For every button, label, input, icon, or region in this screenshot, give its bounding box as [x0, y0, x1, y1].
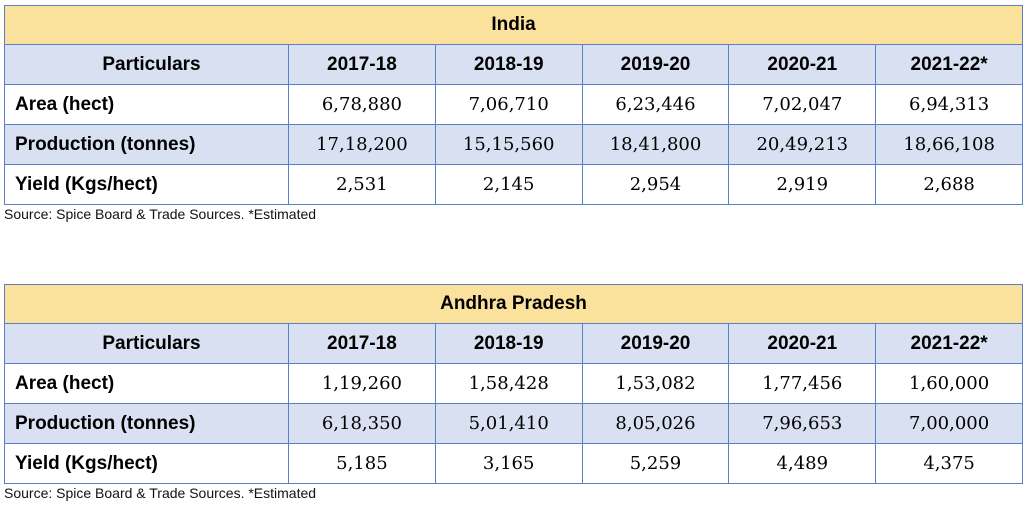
source-note: Source: Spice Board & Trade Sources. *Es…: [4, 206, 317, 222]
table-cell: 6,94,313: [875, 84, 1024, 125]
table-row: Yield (Kgs/hect) 5,185 3,165 5,259 4,489…: [4, 443, 1023, 484]
table-cell: 5,01,410: [434, 403, 583, 444]
table-cell: 1,19,260: [288, 363, 436, 404]
column-header: 2018-19: [434, 323, 583, 364]
table-cell: 5,185: [288, 443, 436, 484]
column-header: 2017-18: [288, 44, 436, 85]
table-row: Area (hect) 1,19,260 1,58,428 1,53,082 1…: [4, 363, 1023, 404]
row-label: Production (tonnes): [4, 403, 289, 444]
table-header-row: Particulars 2017-18 2018-19 2019-20 2020…: [4, 323, 1023, 364]
column-header: Particulars: [4, 44, 289, 85]
table-header-row: Particulars 2017-18 2018-19 2019-20 2020…: [4, 44, 1024, 85]
table-cell: 8,05,026: [581, 403, 730, 444]
column-header: 2018-19: [434, 44, 583, 85]
table-cell: 6,23,446: [581, 84, 730, 125]
column-header: 2020-21: [728, 323, 877, 364]
table-cell: 2,954: [581, 164, 730, 205]
table-row: Production (tonnes) 17,18,200 15,15,560 …: [4, 124, 1024, 165]
table-row: Production (tonnes) 6,18,350 5,01,410 8,…: [4, 403, 1023, 444]
table-title-row: India: [3, 5, 1024, 45]
table-cell: 2,531: [288, 164, 436, 205]
table-cell: 7,00,000: [875, 403, 1023, 444]
table-cell: 2,919: [728, 164, 877, 205]
column-header: 2019-20: [581, 323, 730, 364]
column-header: 2020-21: [728, 44, 877, 85]
table-row: Area (hect) 6,78,880 7,06,710 6,23,446 7…: [4, 84, 1024, 125]
source-note: Source: Spice Board & Trade Sources. *Es…: [4, 485, 317, 501]
row-label: Yield (Kgs/hect): [4, 443, 289, 484]
column-header: 2021-22*: [875, 44, 1024, 85]
table-cell: 1,77,456: [728, 363, 877, 404]
table-cell: 20,49,213: [728, 124, 877, 165]
table-cell: 7,96,653: [728, 403, 877, 444]
table-title: India: [3, 5, 1024, 45]
table-title: Andhra Pradesh: [4, 284, 1023, 324]
column-header: Particulars: [4, 323, 289, 364]
table-cell: 4,375: [875, 443, 1023, 484]
row-label: Production (tonnes): [4, 124, 289, 165]
table-cell: 6,78,880: [288, 84, 436, 125]
table-cell: 5,259: [581, 443, 730, 484]
andhra-pradesh-table: Andhra Pradesh Particulars 2017-18 2018-…: [4, 284, 1023, 484]
table-cell: 1,58,428: [434, 363, 583, 404]
table-row: Yield (Kgs/hect) 2,531 2,145 2,954 2,919…: [4, 164, 1024, 205]
table-cell: 2,145: [434, 164, 583, 205]
table-cell: 18,66,108: [875, 124, 1024, 165]
table-cell: 1,60,000: [875, 363, 1023, 404]
table-cell: 4,489: [728, 443, 877, 484]
table-cell: 2,688: [875, 164, 1024, 205]
table-cell: 7,02,047: [728, 84, 877, 125]
table-cell: 7,06,710: [434, 84, 583, 125]
row-label: Yield (Kgs/hect): [4, 164, 289, 205]
row-label: Area (hect): [4, 84, 289, 125]
table-cell: 1,53,082: [581, 363, 730, 404]
table-cell: 3,165: [434, 443, 583, 484]
table-cell: 17,18,200: [288, 124, 436, 165]
table-cell: 6,18,350: [288, 403, 436, 444]
india-table-block: India Particulars 2017-18 2018-19 2019-2…: [3, 5, 1024, 222]
column-header: 2017-18: [288, 323, 436, 364]
table-cell: 15,15,560: [434, 124, 583, 165]
column-header: 2019-20: [581, 44, 730, 85]
andhra-pradesh-table-block: Andhra Pradesh Particulars 2017-18 2018-…: [4, 284, 1023, 501]
india-table: India Particulars 2017-18 2018-19 2019-2…: [3, 5, 1024, 205]
column-header: 2021-22*: [875, 323, 1023, 364]
table-title-row: Andhra Pradesh: [4, 284, 1023, 324]
table-cell: 18,41,800: [581, 124, 730, 165]
row-label: Area (hect): [4, 363, 289, 404]
